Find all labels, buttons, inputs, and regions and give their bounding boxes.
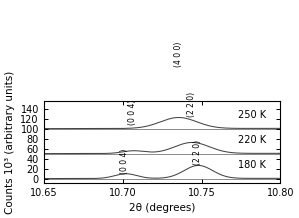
Text: (0 0 4): (0 0 4) — [120, 148, 129, 174]
X-axis label: 2θ (degrees): 2θ (degrees) — [129, 203, 195, 213]
Text: (2 2 0): (2 2 0) — [193, 140, 202, 165]
Text: (4 0 0): (4 0 0) — [174, 41, 183, 67]
Text: 250 K: 250 K — [238, 110, 266, 120]
Text: (2 2 0): (2 2 0) — [187, 92, 196, 117]
Text: 180 K: 180 K — [238, 160, 266, 170]
Text: (0 0 4): (0 0 4) — [128, 100, 137, 125]
Y-axis label: Counts 10³ (arbitrary units): Counts 10³ (arbitrary units) — [5, 70, 15, 214]
Text: 220 K: 220 K — [238, 135, 266, 145]
